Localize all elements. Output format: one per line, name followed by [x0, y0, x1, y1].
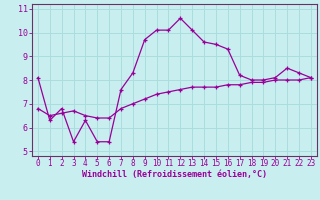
X-axis label: Windchill (Refroidissement éolien,°C): Windchill (Refroidissement éolien,°C) [82, 170, 267, 179]
